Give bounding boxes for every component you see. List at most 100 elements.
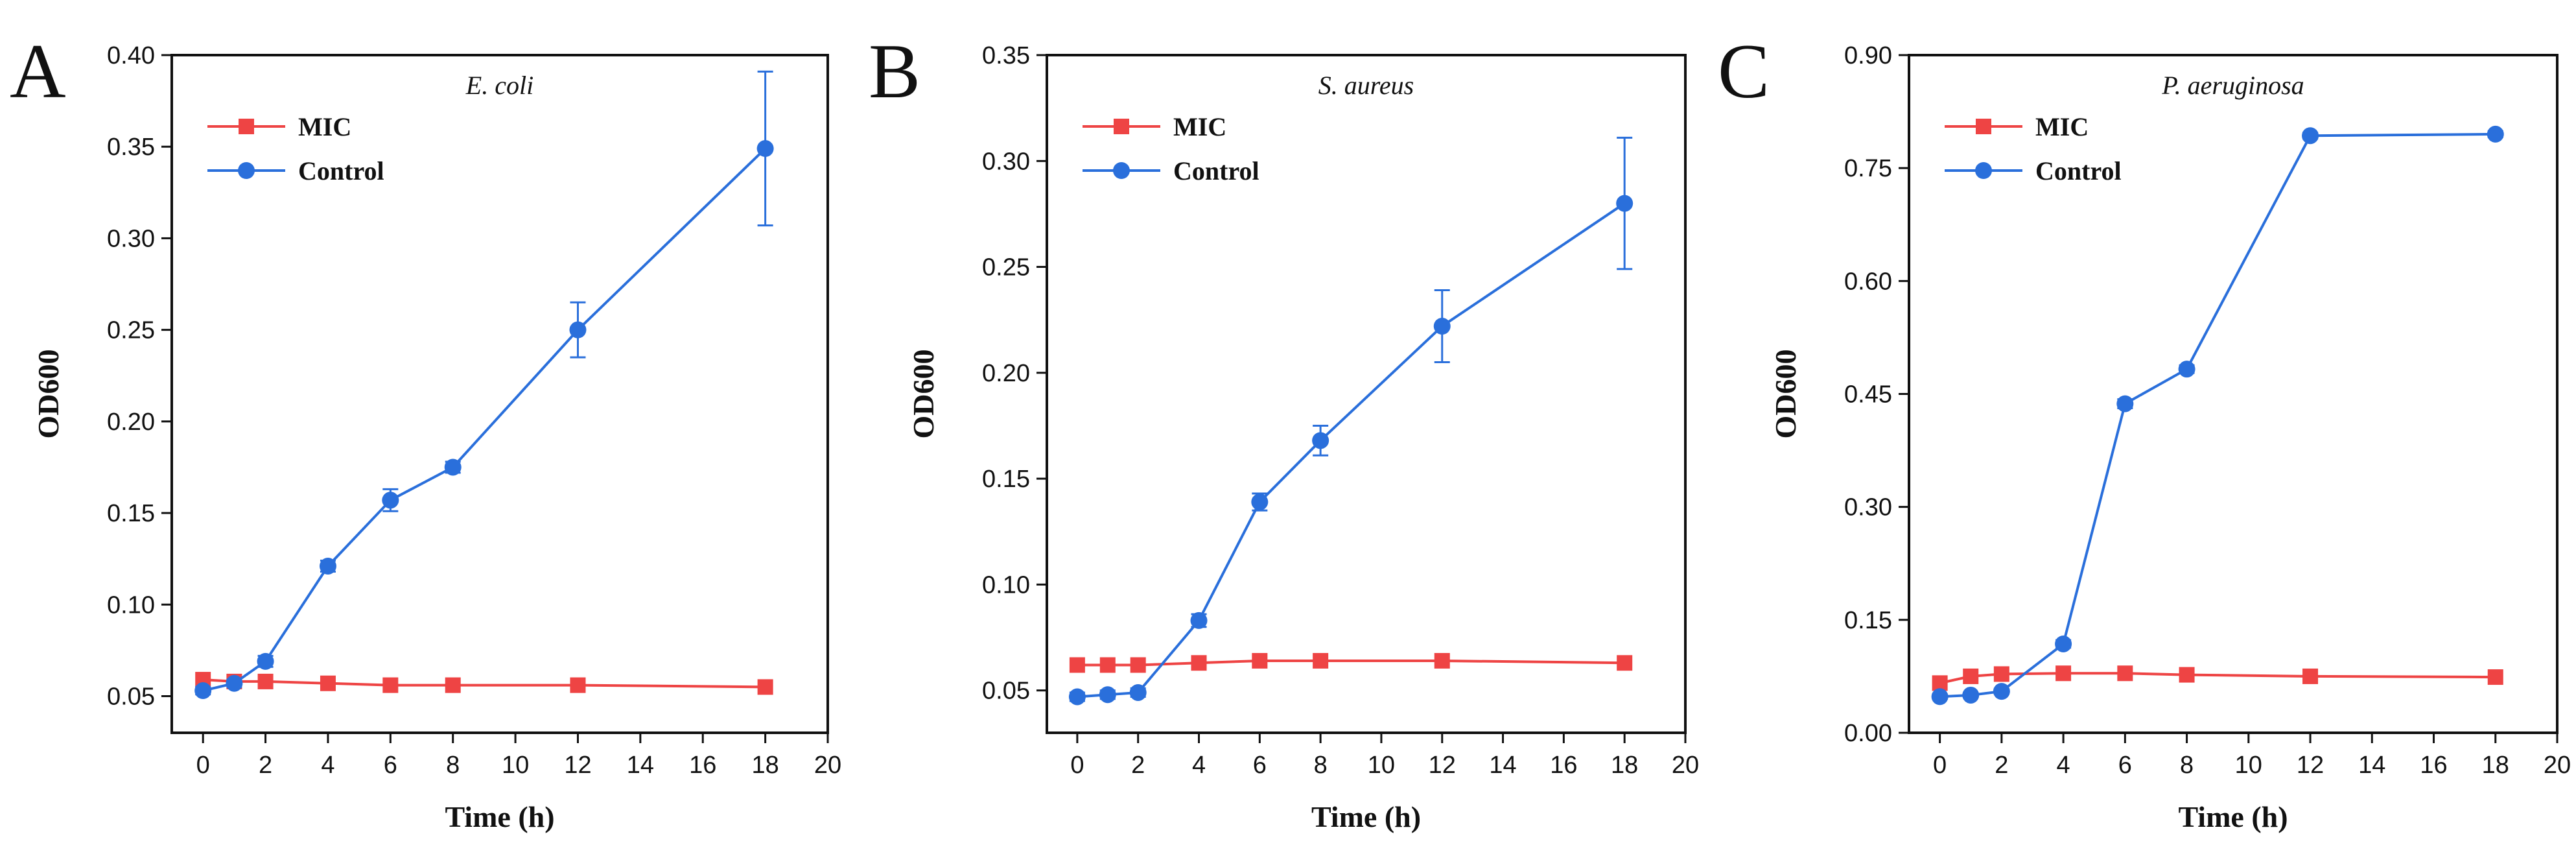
y-tick-label: 0.30 [982,148,1030,175]
x-tick-label: 2 [259,752,272,779]
data-point [1099,686,1116,704]
x-tick-label: 8 [446,752,460,779]
data-point [382,492,399,509]
x-tick-label: 20 [2544,752,2571,779]
data-point [1099,657,1116,673]
panel-letter: B [869,28,920,114]
data-point [2055,665,2072,682]
y-tick-label: 0.90 [1844,42,1892,69]
series-control [1068,136,1633,706]
data-point [2302,127,2319,145]
data-point [2116,395,2134,412]
x-tick-label: 12 [564,752,591,779]
data-point [1069,657,1085,673]
legend-marker [1114,119,1129,134]
legend-label: Control [2035,156,2122,185]
x-tick-label: 0 [1933,752,1947,779]
series-control [194,70,774,700]
x-tick-label: 6 [2118,752,2132,779]
y-tick-label: 0.60 [1844,268,1892,295]
x-tick-label: 4 [1192,752,1206,779]
x-tick-label: 14 [1489,752,1516,779]
x-tick-label: 16 [689,752,716,779]
y-axis-title: OD600 [32,350,65,439]
data-point [194,682,212,700]
y-axis-title: OD600 [1769,350,1802,439]
data-point [1434,652,1450,669]
data-point [2178,361,2195,378]
series-line [1077,659,1625,667]
x-axis-title: Time (h) [1311,800,1421,833]
x-tick-label: 6 [1253,752,1267,779]
data-point [319,557,336,575]
legend-label: MIC [1173,112,1226,141]
x-tick-label: 10 [502,752,529,779]
series-mic [1069,652,1633,673]
legend-label: Control [1173,156,1259,185]
x-tick-label: 2 [1995,752,2008,779]
legend-marker [1975,162,1992,179]
panel-letter: C [1718,28,1770,114]
y-tick-label: 0.05 [982,678,1030,705]
x-tick-label: 2 [1131,752,1145,779]
series-line [1939,132,2496,698]
y-tick-label: 0.35 [982,42,1030,69]
data-point [1252,652,1268,669]
x-tick-label: 20 [814,752,841,779]
data-point [1993,683,2010,700]
data-point [1931,688,1949,706]
y-tick-label: 0.20 [107,409,155,436]
y-tick-label: 0.00 [1844,720,1892,747]
y-tick-label: 0.75 [1844,155,1892,182]
data-point [444,458,462,476]
x-tick-label: 18 [1611,752,1638,779]
panel-title: E. coli [465,71,533,100]
x-tick-label: 14 [2358,752,2385,779]
x-tick-label: 8 [2180,752,2194,779]
panel-title: S. aureus [1318,71,1414,100]
x-tick-label: 6 [384,752,397,779]
series-mic [1932,665,2503,691]
panel-letter: A [10,28,66,114]
y-tick-label: 0.30 [1844,494,1892,521]
plot-frame [170,54,829,734]
legend-label: Control [298,156,384,185]
data-point [1129,684,1147,701]
y-tick-label: 0.25 [107,317,155,344]
data-point [1312,432,1329,449]
series-control [1931,125,2504,706]
y-tick-label: 0.25 [982,254,1030,281]
series-mic [195,672,773,695]
series-line [202,147,767,692]
chart-panel-a: A 0 2 4 6 8 10 12 14 16 18 20 0.05 0.10 0.15 0.20 0.25 0.… [10,28,841,833]
plot-frame [1046,54,1687,734]
x-tick-label: 12 [1429,752,1456,779]
x-tick-label: 16 [2420,752,2447,779]
x-tick-label: 10 [1368,752,1395,779]
chart-panel-c: C 0 2 4 6 8 10 12 14 16 18 20 0.00 0.15 0.30 0.45 0.60 0.… [1718,28,2571,833]
data-point [226,674,243,692]
data-point [257,673,274,689]
data-point [1963,668,1979,684]
data-point [1190,612,1208,629]
legend-marker [238,162,255,179]
legend-marker [1113,162,1130,179]
data-point [1251,493,1269,511]
y-tick-label: 0.05 [107,684,155,711]
chart-panel-b: B 0 2 4 6 8 10 12 14 16 18 20 0.05 0.10 0.15 0.20 0.25 0.… [869,28,1699,833]
data-point [2487,125,2504,143]
data-point [2179,667,2195,683]
x-tick-label: 0 [1070,752,1084,779]
x-tick-label: 14 [627,752,654,779]
y-tick-label: 0.10 [982,571,1030,599]
data-point [2487,669,2503,685]
data-point [570,677,586,693]
y-tick-label: 0.40 [107,42,155,69]
y-tick-label: 0.15 [107,500,155,527]
data-point [257,652,274,670]
x-axis-title: Time (h) [445,800,554,833]
legend-marker [1976,119,1991,134]
data-point [2117,665,2133,682]
x-axis-title: Time (h) [2178,800,2288,833]
x-tick-label: 10 [2235,752,2262,779]
